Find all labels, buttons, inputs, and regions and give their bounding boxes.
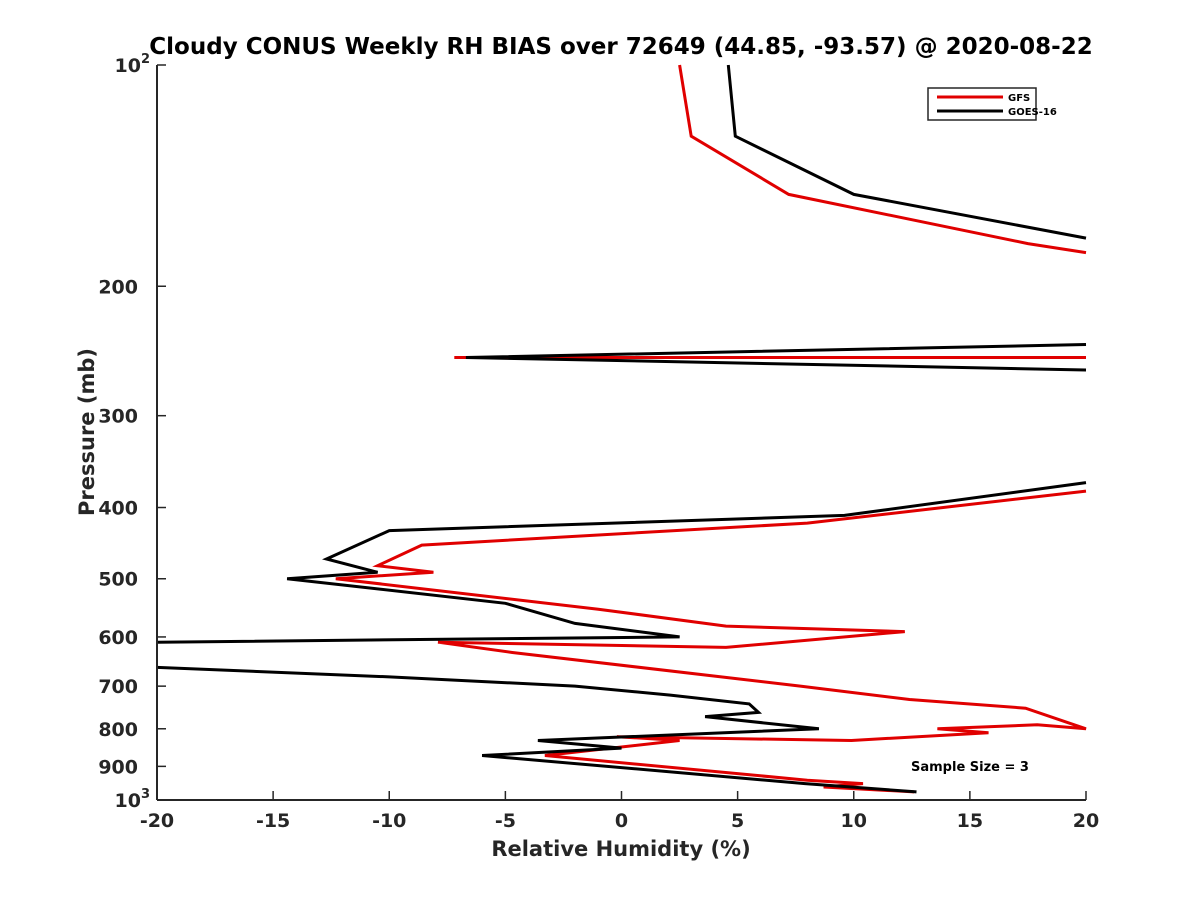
- y-tick-label: 400: [98, 498, 138, 520]
- x-tick-label: 0: [615, 810, 628, 832]
- y-tick-label: 600: [98, 627, 138, 649]
- x-tick-label: 10: [841, 810, 867, 832]
- x-tick-label: 15: [957, 810, 983, 832]
- sample-size-annotation: Sample Size = 3: [911, 760, 1029, 775]
- legend: GFS GOES-16: [927, 87, 1057, 121]
- y-tick-label: 700: [98, 676, 138, 698]
- y-tick-label: 200: [98, 276, 138, 298]
- series-line-gfs: [335, 64, 1087, 794]
- x-axis-label: Relative Humidity (%): [491, 837, 750, 861]
- series-layer: [156, 64, 1087, 794]
- chart-title: Cloudy CONUS Weekly RH BIAS over 72649 (…: [149, 34, 1092, 60]
- x-tick-label: -10: [372, 810, 406, 832]
- x-ticks: -20 -15 -10 -5 0 5 10 15 20: [140, 791, 1099, 832]
- y-tick-label: 800: [98, 719, 138, 741]
- x-tick-label: 20: [1073, 810, 1099, 832]
- y-ticks: 102 200 300 400 500 600 700 800 900 103: [98, 52, 166, 812]
- y-tick-label: 103: [115, 787, 151, 812]
- legend-label-goes16: GOES-16: [1008, 107, 1057, 118]
- y-tick-label: 500: [98, 569, 138, 591]
- x-tick-label: -5: [495, 810, 516, 832]
- y-axis-label: Pressure (mb): [75, 348, 99, 516]
- x-tick-label: 5: [731, 810, 744, 832]
- y-tick-label: 300: [98, 406, 138, 428]
- y-tick-label: 900: [98, 756, 138, 778]
- legend-label-gfs: GFS: [1008, 93, 1030, 104]
- series-line-goes16: [156, 64, 1087, 794]
- x-tick-label: -15: [256, 810, 290, 832]
- y-tick-label: 102: [115, 52, 151, 77]
- legend-box: [927, 87, 1037, 121]
- x-tick-label: -20: [140, 810, 174, 832]
